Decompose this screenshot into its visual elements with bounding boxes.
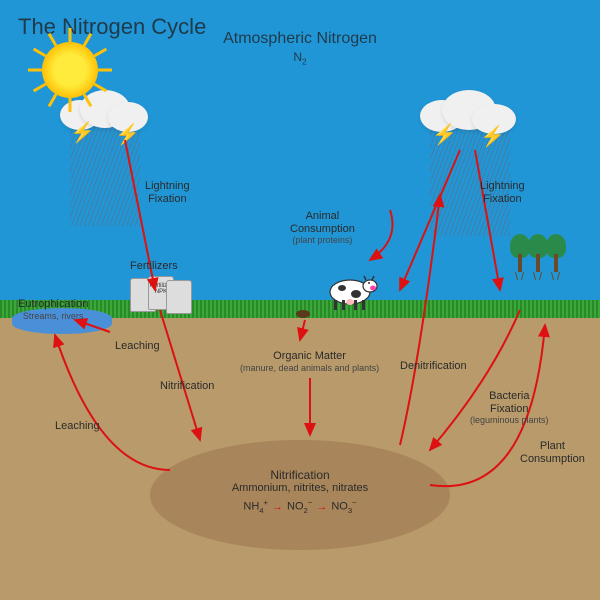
label-eutro: EutrophicationStreams, rivers — [18, 298, 88, 321]
cloud-left: ⚡ ⚡ — [60, 90, 156, 134]
lightning-icon: ⚡ — [115, 122, 140, 147]
cloud-right: ⚡ ⚡ — [420, 90, 516, 134]
pool-subtitle: Ammonium, nitrites, nitrates — [170, 482, 430, 494]
pool-title: Nitrification — [170, 468, 430, 482]
label-fertilizers: Fertilizers — [130, 260, 178, 273]
label-leaching2: Leaching — [55, 420, 100, 433]
nitrification-text: Nitrification Ammonium, nitrites, nitrat… — [170, 468, 430, 515]
label-organic: Organic Matter(manure, dead animals and … — [240, 350, 379, 373]
label-plantcon: PlantConsumption — [520, 440, 585, 465]
lightning-icon: ⚡ — [480, 124, 505, 149]
lightning-icon: ⚡ — [70, 120, 95, 145]
fertilizer-bag — [166, 280, 192, 314]
label-denitr: Denitrification — [400, 360, 467, 373]
label-leaching1: Leaching — [115, 340, 160, 353]
atmosphere-label: Atmospheric Nitrogen — [0, 30, 600, 48]
label-animal: AnimalConsumption(plant proteins) — [290, 210, 355, 246]
nitrogen-cycle-diagram: The Nitrogen Cycle Atmospheric Nitrogen … — [0, 0, 600, 600]
label-lightning1: LightningFixation — [145, 180, 190, 205]
pool-chemistry: NH4+→NO2−→NO3− — [170, 498, 430, 515]
label-nitrif: Nitrification — [160, 380, 214, 393]
label-bactfix: BacteriaFixation(leguminous plants) — [470, 390, 549, 426]
lightning-icon: ⚡ — [432, 122, 457, 147]
cow-icon — [320, 270, 380, 317]
trees-group — [510, 272, 570, 312]
fertilizer-bags: FertilizerNPK — [130, 276, 194, 314]
manure-icon — [296, 310, 310, 318]
label-lightning2: LightningFixation — [480, 180, 525, 205]
